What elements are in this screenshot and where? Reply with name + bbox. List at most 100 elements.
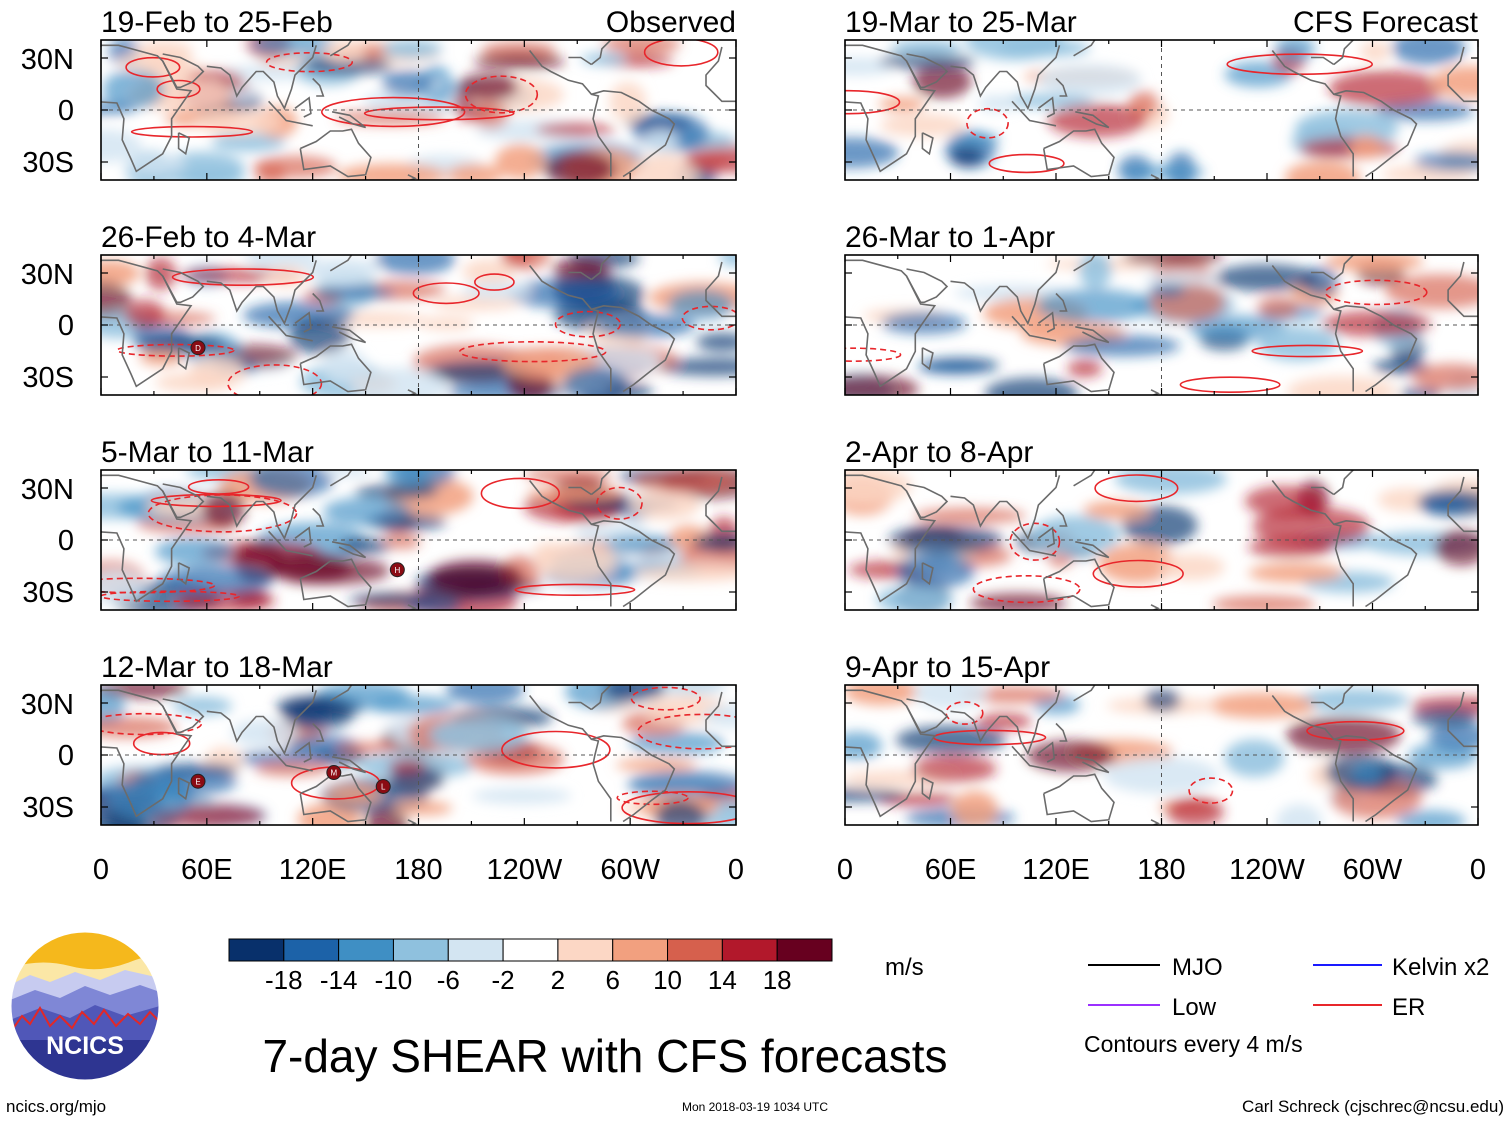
x-tick-label: 0 [728, 854, 744, 886]
er-contour [1188, 777, 1234, 804]
er-contour [412, 282, 480, 305]
er-contour [101, 577, 216, 594]
legend: MJO Kelvin x2 Low ER Contours every 4 m/… [1084, 954, 1489, 1057]
colorbar-label: 2 [551, 965, 565, 995]
storm-marker: H [389, 562, 405, 578]
colorbar-swatch [338, 938, 394, 962]
y-tick-label: 30S [22, 792, 74, 824]
colorbar-label: 14 [708, 965, 737, 995]
x-tick-label: 120W [1229, 854, 1305, 886]
colorbar-swatch [447, 938, 504, 962]
colorbar-label: 10 [653, 965, 682, 995]
footer-url: ncics.org/mjo [6, 1097, 106, 1116]
shear-field [845, 40, 1478, 180]
y-tick-label: 0 [58, 95, 74, 127]
panel-period: 26-Mar to 1-Apr [845, 221, 1055, 254]
colorbar-swatch [721, 938, 778, 962]
er-contour [130, 125, 254, 138]
er-contour [845, 89, 901, 115]
er-contour [480, 477, 560, 510]
y-tick-label: 30N [21, 474, 74, 506]
colorbar: -18 -14 -10 -6 -2 2 6 10 14 18 [228, 938, 833, 995]
er-contour [630, 686, 701, 711]
shear-field [101, 40, 736, 180]
legend-label-low: Low [1172, 994, 1217, 1021]
legend-label-kelvin: Kelvin x2 [1392, 954, 1489, 981]
panel-forecast-1: 19-Mar to 25-Mar CFS Forecast [844, 6, 1479, 181]
er-contour [845, 347, 902, 362]
colorbar-swatch [502, 938, 559, 962]
colorbar-swatch [776, 938, 833, 962]
x-tick-label: 120E [1022, 854, 1090, 886]
er-contour [116, 343, 235, 357]
storm-label: D [195, 344, 201, 353]
er-contour [101, 590, 241, 603]
er-contour [1094, 474, 1179, 503]
panel-forecast-3: 2-Apr to 8-Apr [844, 436, 1479, 611]
er-contour [1324, 279, 1428, 306]
er-contour [156, 79, 201, 99]
colorbar-swatch [283, 938, 340, 962]
x-tick-label: 180 [394, 854, 442, 886]
x-tick-label: 60E [925, 854, 977, 886]
x-tick-label: 60E [181, 854, 233, 886]
contour-note: Contours every 4 m/s [1084, 1031, 1303, 1057]
footer-timestamp: Mon 2018-03-19 1034 UTC [682, 1100, 828, 1114]
panel-observed-1: 30N 0 30S 19-Feb to 25-Feb Observed [21, 6, 737, 181]
er-contour [966, 107, 1009, 139]
colorbar-swatch [667, 938, 723, 962]
er-contour [265, 52, 354, 73]
panel-forecast-2: 26-Mar to 1-Apr [844, 221, 1479, 396]
panel-period: 19-Mar to 25-Mar [845, 6, 1077, 39]
er-contour [501, 730, 611, 769]
er-contour [514, 583, 636, 596]
x-axis-forecast: 0 60E 120E 180 120W 60W 0 [837, 854, 1486, 886]
coastlines [845, 255, 1478, 395]
colorbar-label: -14 [320, 965, 358, 995]
legend-label-er: ER [1392, 994, 1425, 1021]
storm-marker: L [375, 779, 391, 794]
panel-tag: CFS Forecast [1293, 6, 1479, 39]
panel-forecast-4: 9-Apr to 15-Apr [844, 651, 1479, 826]
x-axis-observed: 0 60E 120E 180 120W 60W 0 [93, 854, 744, 886]
units-label: m/s [885, 954, 924, 981]
er-contour [363, 106, 515, 121]
y-tick-label: 30S [22, 147, 74, 179]
panel-observed-4: E M L 30N 0 30S 12-Mar to 18-Mar [21, 651, 737, 826]
coastlines [845, 685, 1478, 825]
er-contour [101, 712, 202, 736]
y-tick-label: 30S [22, 362, 74, 394]
panel-period: 12-Mar to 18-Mar [101, 651, 333, 684]
panel-tag: Observed [606, 6, 736, 39]
ncics-logo: NCICS [10, 931, 160, 1081]
er-contour [972, 574, 1081, 604]
panel-period: 9-Apr to 15-Apr [845, 651, 1050, 684]
shear-field [845, 685, 1478, 825]
er-contour [458, 341, 607, 363]
coastlines [845, 470, 1478, 610]
er-contour [464, 75, 539, 114]
colorbar-swatch [228, 938, 285, 962]
x-tick-label: 0 [837, 854, 853, 886]
er-contour [621, 791, 736, 825]
map-panels: 30N 0 30S 19-Feb to 25-Feb Observed D 30N 0 30S 2… [21, 6, 1479, 826]
storm-label: H [394, 566, 400, 575]
colorbar-label: -18 [265, 965, 303, 995]
y-tick-label: 0 [58, 525, 74, 557]
shear-field [845, 470, 1478, 610]
x-tick-label: 60W [1343, 854, 1403, 886]
y-tick-label: 30N [21, 44, 74, 76]
er-contour [150, 493, 282, 508]
colorbar-label: -10 [375, 965, 413, 995]
figure-title: 7-day SHEAR with CFS forecasts [262, 1030, 947, 1082]
x-tick-label: 60W [600, 854, 660, 886]
er-contour [132, 731, 191, 756]
storm-marker: M [326, 765, 342, 780]
er-contour [125, 56, 181, 78]
coastlines [101, 40, 736, 180]
colorbar-label: 18 [763, 965, 792, 995]
colorbar-swatch [612, 938, 669, 962]
panel-observed-3: H 30N 0 30S 5-Mar to 11-Mar [21, 436, 737, 611]
footer-credit: Carl Schreck (cjschrec@ncsu.edu) [1242, 1097, 1504, 1116]
